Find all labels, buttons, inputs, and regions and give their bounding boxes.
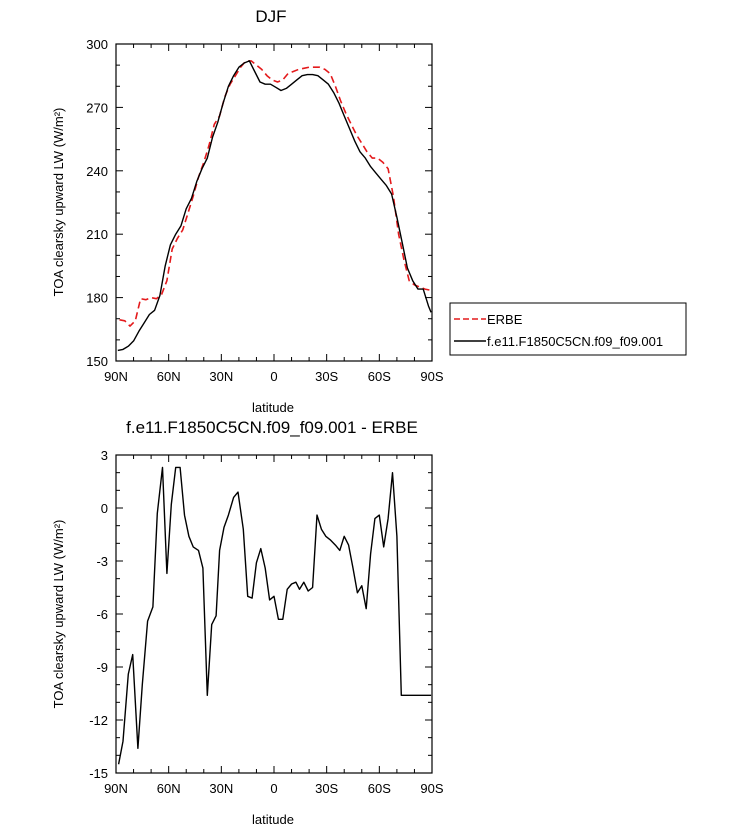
chart-bottom-ytick-label: -9 (96, 660, 108, 675)
legend-model-label: f.e11.F1850C5CN.f09_f09.001 (487, 334, 663, 349)
chart-top-ytick-label: 180 (86, 291, 108, 306)
chart-bottom-xtick-label: 90S (420, 781, 443, 796)
chart-bottom-ytick-label: -6 (96, 607, 108, 622)
legend-erbe-label: ERBE (487, 312, 523, 327)
chart-top-ytick-label: 150 (86, 354, 108, 369)
chart-top-ytick-label: 300 (86, 37, 108, 52)
chart-top-frame (115, 43, 433, 362)
chart-top-xlabel: latitude (252, 400, 294, 415)
chart-top-ylabel: TOA clearsky upward LW (W/m²) (51, 108, 66, 297)
chart-bottom-title: f.e11.F1850C5CN.f09_f09.001 - ERBE (126, 418, 418, 437)
chart-bottom-ytick-label: 3 (101, 448, 108, 463)
chart-top-xtick-label: 0 (270, 369, 277, 384)
chart-bottom-ytick-label: -12 (89, 713, 108, 728)
chart-top-ticks: 90N 60N 30N 0 30S 60S 90S 150 180 210 240 270 300 (86, 37, 444, 384)
chart-bottom-series (117, 466, 432, 765)
chart-bottom-ticks: 90N 60N 30N 0 30S 60S 90S -15 -12 -9 -6 -3 0 3 (89, 448, 444, 796)
chart-bottom-series-difference-line (117, 466, 432, 765)
chart-top-xtick-label: 60S (368, 369, 391, 384)
chart-bottom-ytick-label: 0 (101, 501, 108, 516)
chart-top-ytick-label: 210 (86, 227, 108, 242)
chart-bottom-frame (115, 454, 433, 774)
chart-bottom-xtick-label: 90N (104, 781, 128, 796)
chart-top-legend: ERBE f.e11.F1850C5CN.f09_f09.001 (449, 302, 687, 356)
chart-bottom-ytick-label: -15 (89, 766, 108, 781)
chart-top-xtick-label: 30S (315, 369, 338, 384)
chart-bottom-xtick-label: 60N (157, 781, 181, 796)
chart-top-series (117, 60, 432, 352)
chart-bottom-xtick-label: 0 (270, 781, 277, 796)
chart-top-ytick-label: 240 (86, 164, 108, 179)
chart-top-xtick-label: 30N (209, 369, 233, 384)
chart-bottom: f.e11.F1850C5CN.f09_f09.001 - ERBE 90N 60… (51, 418, 444, 827)
chart-top-xtick-label: 60N (157, 369, 181, 384)
chart-bottom-xtick-label: 30N (209, 781, 233, 796)
chart-top-xtick-label: 90N (104, 369, 128, 384)
chart-top: DJF 90N 60N 30N 0 30S 60S 90S 150 180 210 240 270 30… (51, 7, 687, 415)
chart-bottom-xtick-label: 60S (368, 781, 391, 796)
chart-bottom-ytick-label: -3 (96, 554, 108, 569)
chart-top-ytick-label: 270 (86, 100, 108, 115)
chart-top-series-erbe-line (119, 60, 431, 327)
chart-top-series-f-e11-f1850c5cn-f09-f09-001-line (117, 60, 432, 352)
chart-top-xtick-label: 90S (420, 369, 443, 384)
legend-frame (449, 302, 687, 356)
chart-top-title: DJF (255, 7, 286, 26)
chart-bottom-xtick-label: 30S (315, 781, 338, 796)
chart-bottom-ylabel: TOA clearsky upward LW (W/m²) (51, 520, 66, 709)
chart-bottom-xlabel: latitude (252, 812, 294, 827)
